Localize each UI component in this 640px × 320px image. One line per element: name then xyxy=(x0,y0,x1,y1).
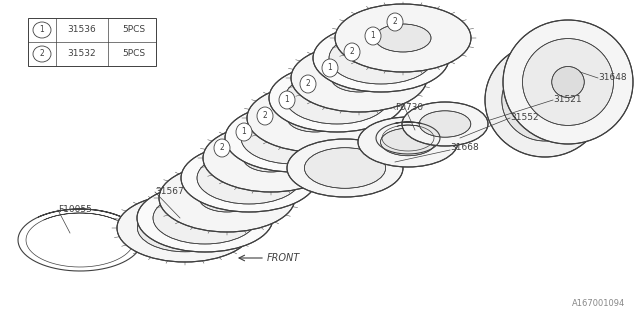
Ellipse shape xyxy=(291,44,427,112)
Ellipse shape xyxy=(225,104,361,172)
Ellipse shape xyxy=(485,43,605,157)
Ellipse shape xyxy=(269,64,405,132)
Ellipse shape xyxy=(552,67,584,98)
Text: 31648: 31648 xyxy=(598,74,627,83)
Ellipse shape xyxy=(419,111,471,137)
Ellipse shape xyxy=(153,192,257,244)
Ellipse shape xyxy=(214,139,230,157)
Ellipse shape xyxy=(159,164,295,232)
Ellipse shape xyxy=(502,59,588,141)
Text: 1: 1 xyxy=(285,95,289,105)
Ellipse shape xyxy=(522,39,614,125)
Text: 2: 2 xyxy=(349,47,355,57)
Text: 1: 1 xyxy=(40,26,44,35)
Ellipse shape xyxy=(305,148,385,188)
Text: 31552: 31552 xyxy=(510,114,539,123)
Bar xyxy=(28,18,156,66)
Text: FRONT: FRONT xyxy=(267,253,300,263)
Ellipse shape xyxy=(375,24,431,52)
Ellipse shape xyxy=(199,184,255,212)
Ellipse shape xyxy=(197,152,301,204)
Ellipse shape xyxy=(365,27,381,45)
Ellipse shape xyxy=(381,128,435,156)
Ellipse shape xyxy=(279,91,295,109)
Ellipse shape xyxy=(335,4,471,72)
Ellipse shape xyxy=(287,104,343,132)
Text: 31536: 31536 xyxy=(68,26,97,35)
Text: 1: 1 xyxy=(328,63,332,73)
Ellipse shape xyxy=(285,72,389,124)
Ellipse shape xyxy=(137,184,273,252)
Ellipse shape xyxy=(387,13,403,31)
Ellipse shape xyxy=(236,123,252,141)
Ellipse shape xyxy=(322,59,338,77)
Text: F10055: F10055 xyxy=(58,205,92,214)
Text: 31521: 31521 xyxy=(553,95,582,105)
Ellipse shape xyxy=(331,64,387,92)
Text: 1: 1 xyxy=(242,127,246,137)
Ellipse shape xyxy=(313,24,449,92)
Text: 2: 2 xyxy=(220,143,225,153)
Text: 2: 2 xyxy=(262,111,268,121)
Text: 1: 1 xyxy=(371,31,376,41)
Text: 31567: 31567 xyxy=(155,188,184,196)
Ellipse shape xyxy=(33,46,51,62)
Ellipse shape xyxy=(503,20,633,144)
Ellipse shape xyxy=(358,117,458,167)
Text: 2: 2 xyxy=(40,50,44,59)
Ellipse shape xyxy=(138,204,232,252)
Ellipse shape xyxy=(287,139,403,197)
Text: 2: 2 xyxy=(306,79,310,89)
Text: 2: 2 xyxy=(392,18,397,27)
Ellipse shape xyxy=(344,43,360,61)
Text: 5PCS: 5PCS xyxy=(122,26,145,35)
Ellipse shape xyxy=(243,144,299,172)
Text: A167001094: A167001094 xyxy=(572,299,625,308)
Ellipse shape xyxy=(247,84,383,152)
Ellipse shape xyxy=(329,32,433,84)
Ellipse shape xyxy=(203,124,339,192)
Ellipse shape xyxy=(257,107,273,125)
Text: 31532: 31532 xyxy=(68,50,96,59)
Ellipse shape xyxy=(117,194,253,262)
Ellipse shape xyxy=(300,75,316,93)
Ellipse shape xyxy=(33,22,51,38)
Ellipse shape xyxy=(181,144,317,212)
Text: F0730: F0730 xyxy=(395,103,423,113)
Ellipse shape xyxy=(402,102,488,146)
Text: 5PCS: 5PCS xyxy=(122,50,145,59)
Ellipse shape xyxy=(241,112,345,164)
Text: 31668: 31668 xyxy=(450,143,479,153)
